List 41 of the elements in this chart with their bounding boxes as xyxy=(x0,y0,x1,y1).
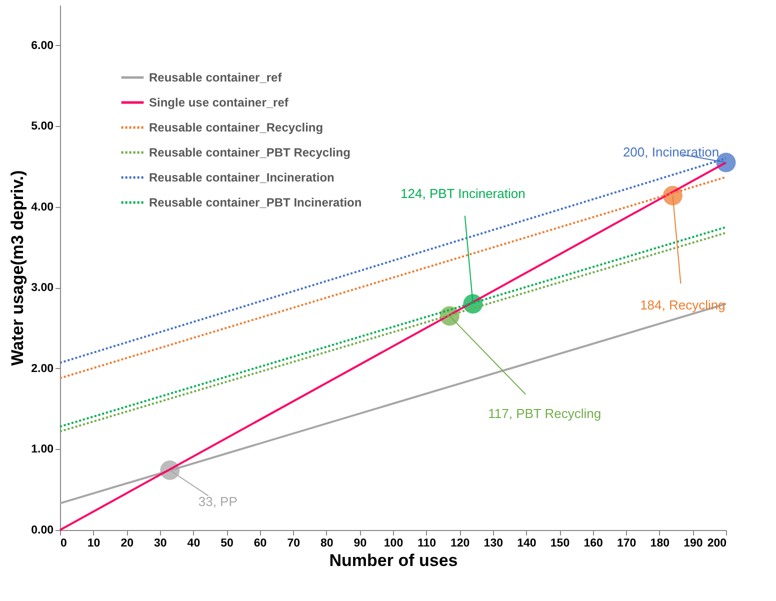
y-axis-title: Water usage(m3 depriv.) xyxy=(8,170,28,366)
x-tick-label: 0 xyxy=(60,538,67,550)
y-tick-label: 4.00 xyxy=(31,201,54,214)
x-tick-label: 50 xyxy=(220,538,234,550)
x-tick-label: 150 xyxy=(550,538,570,550)
x-tick-label: 100 xyxy=(384,538,404,550)
annotation: 117, PBT Recycling xyxy=(488,406,602,421)
legend-label: Reusable container_PBT Incineration xyxy=(149,196,362,210)
x-tick-label: 90 xyxy=(354,538,367,550)
legend-label: Reusable container_PBT Recycling xyxy=(149,146,350,160)
x-tick-label: 40 xyxy=(187,538,200,550)
x-tick-label: 140 xyxy=(517,538,536,550)
annotation: 33, PP xyxy=(198,494,238,510)
x-tick-label: 70 xyxy=(287,538,300,550)
legend-label: Reusable container_ref xyxy=(149,70,283,84)
x-tick-label: 120 xyxy=(450,538,470,550)
annotation: 200, Incineration xyxy=(622,144,720,160)
legend-label: Reusable container_Incineration xyxy=(149,170,334,184)
x-tick-label: 180 xyxy=(650,538,670,550)
x-tick-label: 160 xyxy=(584,538,603,550)
x-tick-label: 190 xyxy=(684,538,703,550)
x-tick-label: 170 xyxy=(617,538,636,550)
legend-label: Single use container_ref xyxy=(149,96,290,110)
y-tick-label: 3.00 xyxy=(31,282,54,294)
legend-label: Reusable container_Recycling xyxy=(149,120,324,134)
x-tick-label: 60 xyxy=(254,538,267,550)
x-tick-label: 130 xyxy=(484,538,503,550)
x-tick-label: 20 xyxy=(120,538,134,550)
x-tick-label: 30 xyxy=(154,538,167,550)
annotation: 124, PBT Incineration xyxy=(400,186,526,201)
x-axis-title: Number of uses xyxy=(329,551,458,570)
y-tick-label: 1.00 xyxy=(31,444,54,456)
y-tick-label: 0.00 xyxy=(31,524,54,536)
x-tick-label: 10 xyxy=(87,538,100,550)
x-tick-label: 200 xyxy=(707,538,726,550)
annotation: 184, Recycling xyxy=(640,298,726,313)
y-tick-label: 2.00 xyxy=(31,362,54,375)
y-tick-label: 6.00 xyxy=(31,40,54,52)
x-tick-label: 110 xyxy=(418,538,436,550)
y-tick-label: 5.00 xyxy=(31,120,54,133)
x-tick-label: 80 xyxy=(320,538,334,550)
